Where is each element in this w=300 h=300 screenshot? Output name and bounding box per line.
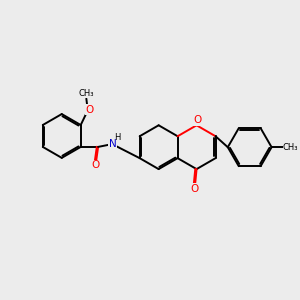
Text: N: N bbox=[109, 139, 116, 149]
Text: O: O bbox=[190, 184, 199, 194]
Text: O: O bbox=[85, 105, 94, 115]
Text: CH₃: CH₃ bbox=[283, 143, 298, 152]
Text: H: H bbox=[115, 134, 121, 142]
Text: O: O bbox=[194, 115, 202, 125]
Text: O: O bbox=[91, 160, 99, 170]
Text: CH₃: CH₃ bbox=[79, 89, 94, 98]
